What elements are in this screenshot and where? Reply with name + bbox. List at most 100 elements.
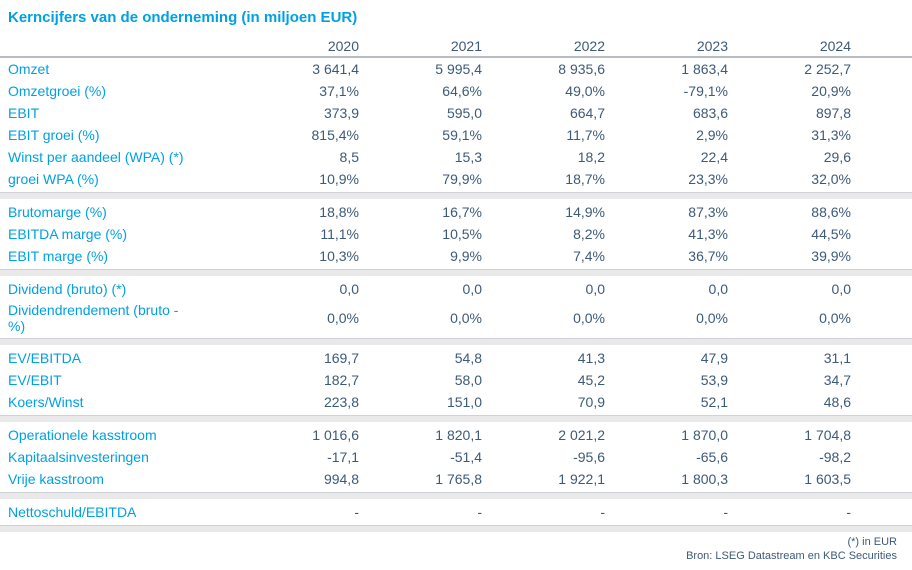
- cell-value: 29,6: [823, 149, 851, 165]
- cell-value: 1 016,6: [312, 427, 359, 443]
- row-label-cell: EV/EBITDA: [8, 348, 236, 368]
- section-divider: [0, 415, 912, 422]
- table-row: groei WPA (%) 10,9% 79,9% 18,7% 23,3% 32…: [0, 168, 912, 190]
- cell-value: 1 800,3: [681, 471, 728, 487]
- cell-value: -: [354, 504, 359, 520]
- table-row: EV/EBITDA 169,7 54,8 41,3 47,9 31,1: [0, 347, 912, 369]
- cell-value: 0,0: [462, 281, 482, 297]
- cell-value: -95,6: [573, 449, 605, 465]
- cell-value: 41,3: [577, 350, 605, 366]
- row-label: EBIT: [8, 105, 40, 121]
- row-label-cell: Operationele kasstroom: [8, 425, 236, 445]
- cell-value: 664,7: [569, 105, 605, 121]
- cell-value: 10,5%: [442, 226, 482, 242]
- cell-value: 2 252,7: [804, 61, 851, 77]
- cell-value: 88,6%: [811, 204, 851, 220]
- cell-value: 16,7%: [442, 204, 482, 220]
- page-title: Kerncijfers van de onderneming (in miljo…: [8, 9, 358, 26]
- row-label-cell: Nettoschuld/EBITDA: [8, 502, 236, 522]
- cell-value: -: [846, 504, 851, 520]
- table-row: EBITDA marge (%) 11,1% 10,5% 8,2% 41,3% …: [0, 223, 912, 245]
- section-divider: [0, 338, 912, 345]
- cell-value: -79,1%: [683, 83, 728, 99]
- table-row: Operationele kasstroom 1 016,6 1 820,1 2…: [0, 424, 912, 446]
- cell-value: 34,7: [823, 372, 851, 388]
- cell-value: 0,0: [585, 281, 605, 297]
- year-header-2023: 2023: [696, 37, 728, 54]
- cell-value: 39,9%: [811, 248, 851, 264]
- table-row: EBIT marge (%) 10,3% 9,9% 7,4% 36,7% 39,…: [0, 245, 912, 267]
- cell-value: 595,0: [446, 105, 482, 121]
- row-label-cell: Dividend (bruto) (*): [8, 279, 236, 299]
- cell-value: 31,3%: [811, 127, 851, 143]
- cell-value: 0,0%: [573, 310, 605, 326]
- cell-value: 87,3%: [688, 204, 728, 220]
- cell-value: 1 765,8: [435, 471, 482, 487]
- cell-value: 53,9: [700, 372, 728, 388]
- row-label-cell: EBIT groei (%): [8, 125, 236, 145]
- cell-value: 1 922,1: [558, 471, 605, 487]
- table-row: Brutomarge (%) 18,8% 16,7% 14,9% 87,3% 8…: [0, 201, 912, 223]
- cell-value: 15,3: [454, 149, 482, 165]
- year-header-2024: 2024: [819, 37, 851, 54]
- row-label-cell: Brutomarge (%): [8, 202, 236, 222]
- header-spacer: [8, 44, 236, 48]
- cell-value: 8 935,6: [558, 61, 605, 77]
- section-divider: [0, 525, 912, 532]
- cell-value: 3 641,4: [312, 61, 359, 77]
- row-label: Dividend (bruto) (*): [8, 281, 127, 297]
- year-header-2022: 2022: [573, 37, 605, 54]
- cell-value: 897,8: [815, 105, 851, 121]
- cell-value: 169,7: [323, 350, 359, 366]
- row-label: Vrije kasstroom: [8, 471, 104, 487]
- cell-value: 79,9%: [442, 171, 482, 187]
- cell-value: 44,5%: [811, 226, 851, 242]
- table-row: Nettoschuld/EBITDA - - - - -: [0, 501, 912, 523]
- cell-value: 37,1%: [319, 83, 359, 99]
- cell-value: 31,1: [823, 350, 851, 366]
- table-row: Winst per aandeel (WPA) (*) 8,5 15,3 18,…: [0, 146, 912, 168]
- cell-value: 64,6%: [442, 83, 482, 99]
- row-label: Brutomarge (%): [8, 204, 107, 220]
- cell-value: 11,7%: [566, 127, 605, 143]
- row-label: Kapitaalsinvesteringen: [8, 449, 149, 465]
- cell-value: 48,6: [823, 394, 851, 410]
- cell-value: 0,0%: [819, 310, 851, 326]
- cell-value: 182,7: [323, 372, 359, 388]
- row-label-cell: Koers/Winst: [8, 392, 236, 412]
- table-body: Omzet 3 641,4 5 995,4 8 935,6 1 863,4 2 …: [0, 58, 912, 532]
- cell-value: 151,0: [446, 394, 482, 410]
- footer-source: Bron: LSEG Datastream en KBC Securities: [686, 550, 897, 562]
- section-divider: [0, 269, 912, 276]
- row-label-cell: groei WPA (%): [8, 169, 236, 189]
- cell-value: -: [723, 504, 728, 520]
- row-label-cell: EBITDA marge (%): [8, 224, 236, 244]
- cell-value: 18,8%: [319, 204, 359, 220]
- cell-value: -: [600, 504, 605, 520]
- cell-value: 0,0: [339, 281, 359, 297]
- cell-value: 994,8: [323, 471, 359, 487]
- cell-value: 10,3%: [319, 248, 359, 264]
- row-label: Omzetgroei (%): [8, 83, 107, 99]
- cell-value: 54,8: [454, 350, 482, 366]
- cell-value: 5 995,4: [435, 61, 482, 77]
- cell-value: 9,9%: [450, 248, 482, 264]
- row-label: EV/EBIT: [8, 372, 62, 388]
- cell-value: 10,9%: [319, 171, 359, 187]
- row-label-cell: EBIT marge (%): [8, 246, 236, 266]
- cell-value: 58,0: [454, 372, 482, 388]
- cell-value: 223,8: [323, 394, 359, 410]
- cell-value: 47,9: [700, 350, 728, 366]
- row-label-cell: Vrije kasstroom: [8, 469, 236, 489]
- row-label: EV/EBITDA: [8, 350, 82, 366]
- cell-value: 18,2: [577, 149, 605, 165]
- row-label-cell: Omzetgroei (%): [8, 81, 236, 101]
- table-row: Vrije kasstroom 994,8 1 765,8 1 922,1 1 …: [0, 468, 912, 490]
- cell-value: 18,7%: [565, 171, 605, 187]
- row-label-cell: Omzet: [8, 59, 236, 79]
- cell-value: 1 603,5: [804, 471, 851, 487]
- row-label: EBITDA marge (%): [8, 226, 128, 242]
- table-row: Dividend (bruto) (*) 0,0 0,0 0,0 0,0 0,0: [0, 278, 912, 300]
- row-label: Koers/Winst: [8, 394, 84, 410]
- footer-note: (*) in EUR: [847, 536, 897, 548]
